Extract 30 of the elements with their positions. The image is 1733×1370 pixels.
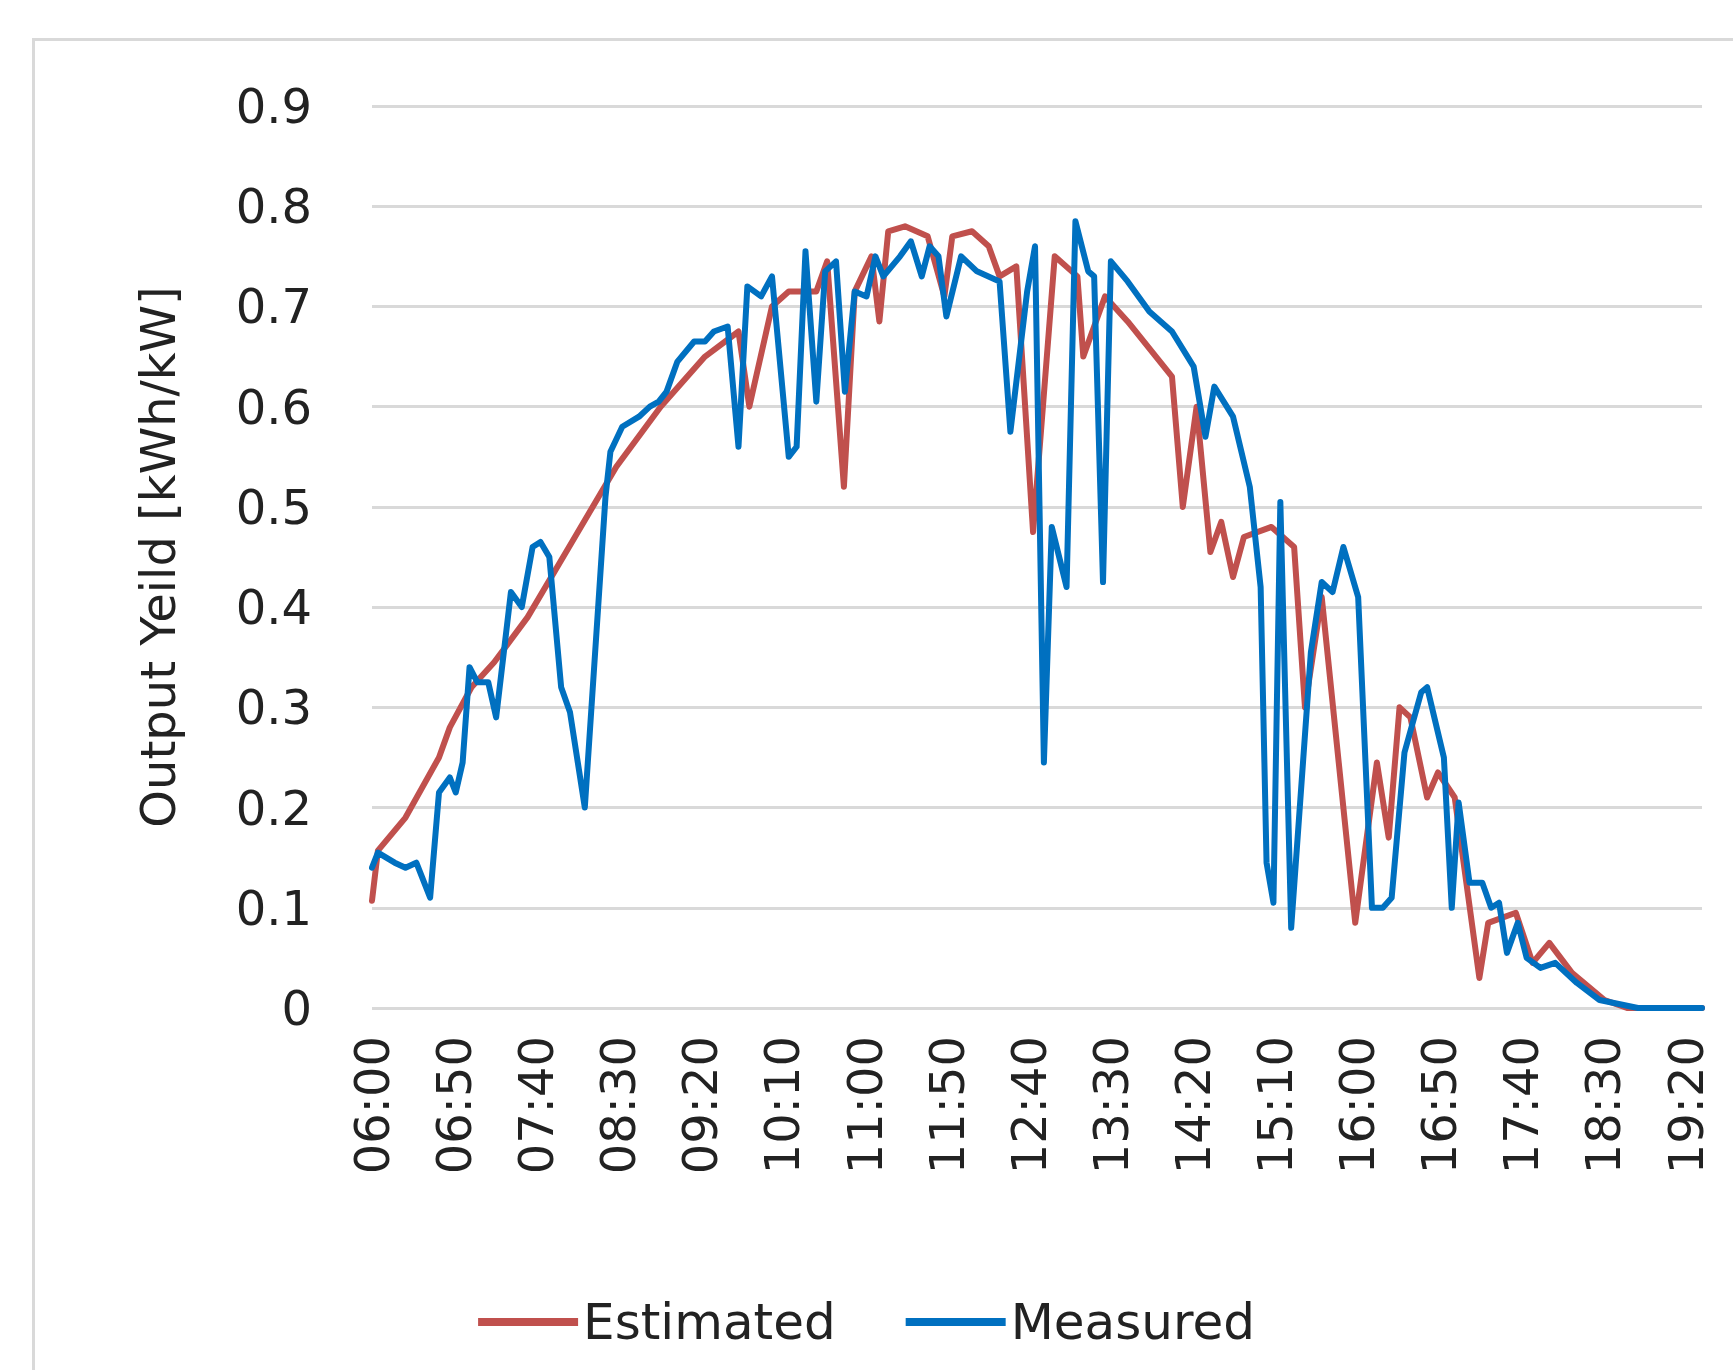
x-tick-label: 09:20 xyxy=(672,1036,729,1175)
y-tick-label: 0 xyxy=(281,980,312,1036)
x-tick-label: 15:10 xyxy=(1247,1036,1304,1175)
y-tick-label: 0.2 xyxy=(235,779,312,836)
x-tick-label: 07:40 xyxy=(508,1036,565,1175)
x-tick-label: 19:20 xyxy=(1657,1036,1714,1175)
y-tick-label: 0.9 xyxy=(235,78,312,134)
x-tick-label: 18:30 xyxy=(1575,1036,1632,1175)
legend-label: Measured xyxy=(1010,1293,1255,1351)
x-tick-label: 12:40 xyxy=(1000,1036,1057,1175)
y-tick-label: 0.3 xyxy=(235,679,312,736)
y-tick-label: 0.1 xyxy=(235,879,312,936)
y-tick-label: 0.7 xyxy=(235,278,312,335)
x-tick-label: 06:50 xyxy=(426,1036,483,1175)
x-tick-label: 16:50 xyxy=(1411,1036,1468,1175)
x-tick-label: 14:20 xyxy=(1164,1036,1221,1175)
x-tick-label: 08:30 xyxy=(590,1036,647,1175)
x-tick-label: 11:00 xyxy=(836,1036,893,1175)
y-tick-label: 0.4 xyxy=(235,579,312,636)
x-tick-label: 10:10 xyxy=(754,1036,811,1175)
x-tick-label: 06:00 xyxy=(344,1036,400,1175)
x-tick-label: 16:00 xyxy=(1329,1036,1386,1175)
legend-label: Estimated xyxy=(583,1293,836,1351)
x-tick-label: 13:30 xyxy=(1082,1036,1139,1175)
y-tick-label: 0.6 xyxy=(235,378,312,435)
y-tick-label: 0.8 xyxy=(235,178,312,235)
x-tick-label: 11:50 xyxy=(918,1036,975,1175)
y-tick-label: 0.5 xyxy=(235,478,312,535)
x-tick-label: 17:40 xyxy=(1493,1036,1550,1175)
y-axis-title: Output Yeild [kWh/kW] xyxy=(130,286,186,828)
